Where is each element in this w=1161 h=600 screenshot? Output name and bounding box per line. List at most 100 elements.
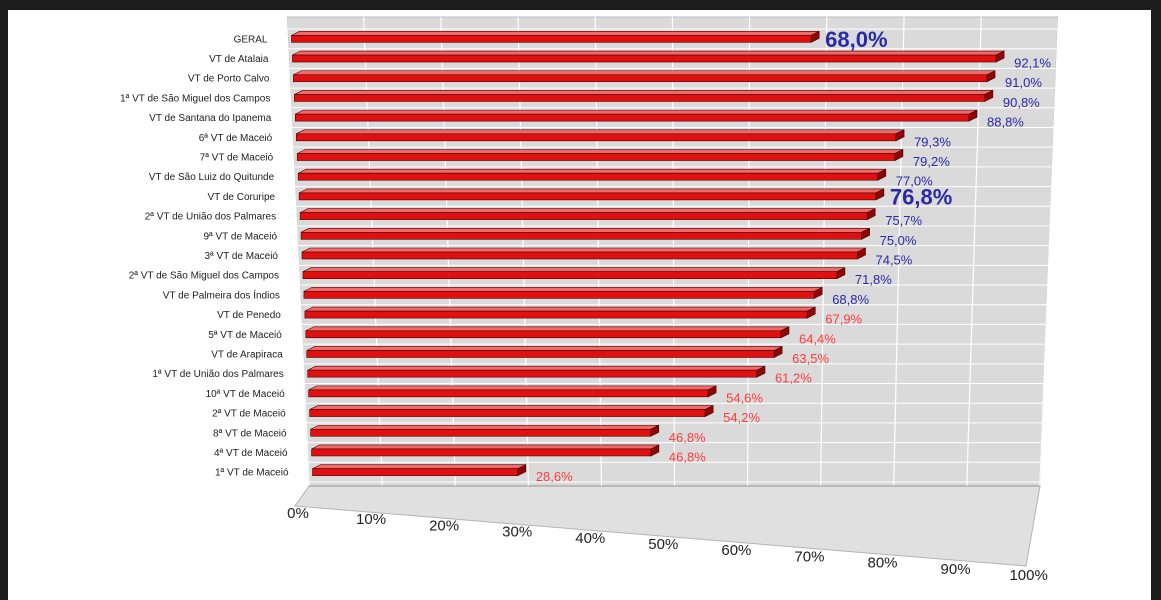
bar-front-face	[296, 153, 896, 161]
bar-top-face	[298, 188, 885, 194]
data-label: 77,0%	[896, 174, 933, 189]
bar-end-face	[773, 345, 783, 358]
bar-top-face	[302, 267, 846, 272]
data-label: 79,2%	[913, 154, 950, 169]
bar-end-face	[857, 247, 866, 260]
x-tick-label: 40%	[575, 530, 605, 547]
bar-top-face	[307, 365, 766, 371]
bar-front-face	[301, 251, 858, 260]
bar	[295, 129, 905, 142]
bar-top-face	[306, 346, 783, 351]
category-label: VT de Atalaia	[209, 54, 269, 65]
data-label: 68,8%	[832, 292, 869, 307]
category-label: VT de Arapiraca	[211, 349, 283, 360]
data-label: 28,6%	[536, 469, 573, 484]
bar-end-face	[810, 30, 820, 43]
gridline-vertical	[1039, 16, 1060, 487]
bar	[292, 50, 1005, 63]
bar	[294, 89, 994, 102]
category-label: 3ª VT de Maceió	[204, 251, 278, 262]
bar-front-face	[295, 113, 970, 122]
bar	[302, 267, 846, 280]
bar-end-face	[895, 129, 905, 142]
bar-top-face	[297, 149, 904, 154]
bar-top-face	[301, 247, 866, 253]
category-label: VT de Coruripe	[207, 192, 275, 203]
x-tick-label: 10%	[356, 511, 386, 528]
bar	[312, 464, 527, 477]
data-labels: 68,0% 92,1% 91,0% 90,8% 88,8% 79,3% 79,2% 77,0%…	[536, 27, 1052, 484]
bar-front-face	[310, 428, 652, 437]
x-tick-label: 100%	[1009, 567, 1047, 584]
bar-front-face	[299, 212, 868, 220]
data-label: 54,2%	[723, 410, 760, 425]
category-label: 1ª VT de Maceió	[215, 468, 289, 479]
category-label: VT de Palmeira dos Índios	[163, 288, 280, 301]
bar-end-face	[704, 405, 714, 418]
data-label: 92,1%	[1014, 56, 1051, 71]
bar-top-face	[292, 50, 1005, 56]
data-label: 46,8%	[669, 430, 706, 445]
bar	[309, 405, 714, 418]
bar	[291, 30, 820, 43]
bar-end-face	[968, 109, 978, 122]
bar-front-face	[300, 232, 862, 240]
category-label: 6ª VT de Maceió	[199, 133, 273, 144]
category-label: 7ª VT de Maceió	[200, 153, 274, 164]
bar-end-face	[986, 70, 996, 83]
data-label: 61,2%	[775, 371, 812, 386]
gridline-vertical	[285, 16, 310, 487]
data-label: 79,3%	[914, 134, 951, 149]
bar	[298, 188, 885, 201]
bar-end-face	[650, 424, 660, 437]
bar-end-face	[756, 365, 766, 378]
bar-end-face	[877, 168, 887, 181]
data-label: 75,7%	[885, 213, 922, 228]
category-label: 8ª VT de Maceió	[213, 428, 287, 439]
x-tick-label: 50%	[648, 536, 678, 553]
data-label: 88,8%	[987, 115, 1024, 130]
bar-top-face	[300, 228, 870, 233]
bar	[307, 365, 766, 378]
bar-front-face	[298, 192, 877, 201]
bar-front-face	[303, 291, 815, 299]
data-label: 54,6%	[726, 390, 763, 405]
data-label: 91,0%	[1005, 75, 1042, 90]
bar-top-face	[311, 444, 660, 450]
bar	[301, 247, 866, 260]
bar-end-face	[875, 188, 885, 201]
bar	[293, 70, 996, 83]
bar	[308, 385, 717, 398]
window-frame-top	[0, 0, 1161, 10]
bar-top-face	[293, 70, 996, 76]
x-tick-label: 90%	[941, 561, 971, 578]
bar-end-face	[813, 286, 823, 299]
category-labels: GERAL VT de Atalaia VT de Porto Calvo 1ª VT…	[120, 34, 289, 478]
chart-floor	[294, 485, 1041, 567]
bar-top-face	[312, 464, 526, 469]
data-label: 46,8%	[669, 449, 706, 464]
bar-top-face	[294, 90, 994, 95]
bar	[299, 208, 876, 221]
bar	[305, 326, 790, 339]
data-label: 90,8%	[1003, 95, 1040, 110]
data-label: 74,5%	[875, 253, 912, 268]
bar-front-face	[307, 369, 758, 378]
bar-end-face	[894, 149, 904, 162]
category-label: 2ª VT de União dos Palmares	[145, 212, 276, 223]
bar-front-face	[292, 54, 997, 63]
bar-front-face	[305, 330, 782, 339]
bar-series	[291, 30, 1005, 477]
bar-front-face	[308, 389, 709, 398]
bar-top-face	[309, 405, 714, 410]
category-label: 5ª VT de Maceió	[208, 330, 282, 341]
x-tick-label: 0%	[287, 505, 309, 522]
category-label: VT de São Luiz do Quitunde	[149, 172, 275, 183]
data-label: 63,5%	[792, 351, 829, 366]
category-label: VT de Penedo	[217, 310, 281, 321]
bar-top-face	[291, 31, 820, 36]
bar-top-face	[295, 109, 978, 115]
bar	[297, 168, 887, 181]
category-label: 2ª VT de Maceió	[212, 409, 286, 420]
